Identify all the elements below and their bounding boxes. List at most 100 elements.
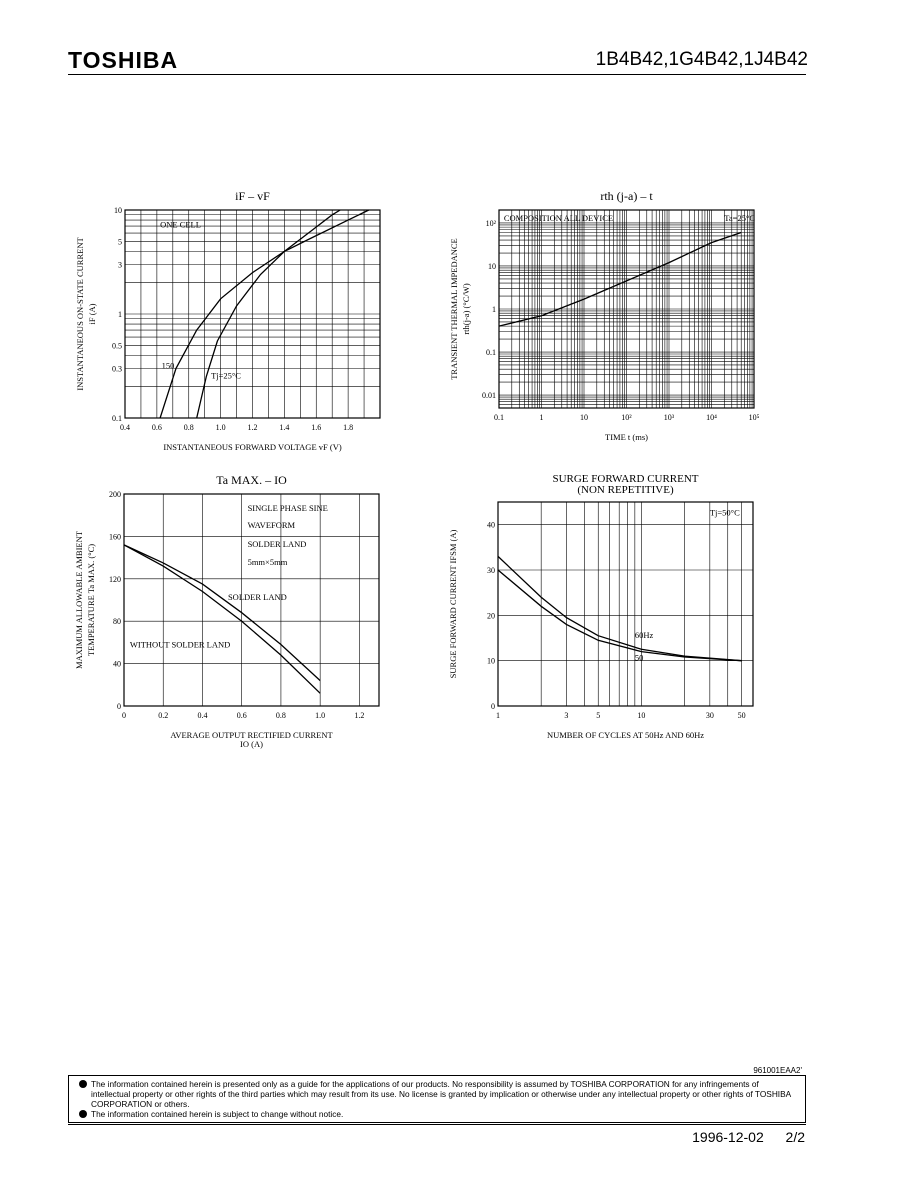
notice-box: The information contained herein is pres… <box>68 1075 806 1123</box>
toshiba-logo: TOSHIBA <box>68 47 179 73</box>
x-tick-label: 10 <box>580 413 588 422</box>
plot-frame <box>498 209 755 409</box>
x-axis-label: AVERAGE OUTPUT RECTIFIED CURRENT <box>170 730 333 740</box>
y-tick-label: 0.1 <box>112 414 122 423</box>
y-tick-label: 1 <box>118 310 122 319</box>
y-tick-label: 160 <box>109 532 121 541</box>
annotation-label: SINGLE PHASE SINE <box>248 503 328 513</box>
x-tick-label: 0.6 <box>152 423 162 432</box>
x-tick-label: 0.4 <box>120 423 130 432</box>
y-axis-label: SURGE FORWARD CURRENT IFSM (A) <box>448 530 458 679</box>
notice-text: The information contained herein is pres… <box>91 1079 791 1109</box>
x-tick-label: 1.2 <box>354 711 364 720</box>
series-line <box>196 209 341 419</box>
footer-date: 1996-12-02 <box>692 1129 764 1145</box>
y-tick-label: 0 <box>117 702 121 711</box>
series-line <box>498 231 742 327</box>
x-axis-label: NUMBER OF CYCLES AT 50Hz AND 60Hz <box>547 730 704 740</box>
x-tick-label: 10⁴ <box>706 413 717 422</box>
series-line <box>159 209 370 419</box>
y-tick-label: 0.5 <box>112 341 122 350</box>
x-tick-label: 10 <box>637 711 645 720</box>
plot-frame <box>497 501 754 707</box>
y-axis-label: TRANSIENT THERMAL IMPEDANCE <box>449 238 459 380</box>
chart-title: SURGE FORWARD CURRENT <box>552 473 698 485</box>
y-tick-label: 80 <box>113 617 121 626</box>
annotation-label: 5mm×5mm <box>248 557 288 567</box>
y-axis-label: INSTANTANEOUS ON-STATE CURRENT <box>75 237 85 391</box>
series-line <box>497 555 742 662</box>
annotation-label: WAVEFORM <box>248 520 296 530</box>
y-tick-label: 200 <box>109 490 121 499</box>
y-tick-label: 20 <box>487 611 495 620</box>
notice-text: The information contained herein is subj… <box>91 1109 344 1119</box>
x-tick-label: 0.8 <box>276 711 286 720</box>
annotation-label: SOLDER LAND <box>228 592 287 602</box>
chart-title: iF – vF <box>235 189 270 203</box>
y-tick-label: 40 <box>487 521 495 530</box>
annotation-label: ONE CELL <box>160 219 201 229</box>
annotation-label: 50 <box>635 653 644 663</box>
annotation-label: Tj=50°C <box>710 508 740 518</box>
plot-frame <box>123 493 380 707</box>
x-tick-label: 0.8 <box>184 423 194 432</box>
series-line <box>123 544 321 694</box>
footer-page: 2/2 <box>785 1129 805 1145</box>
y-axis-label: MAXIMUM ALLOWABLE AMBIENT <box>74 530 84 669</box>
notice-code: 961001EAA2' <box>753 1066 802 1075</box>
annotation-label: 60Hz <box>635 630 654 640</box>
annotation-label: Ta=25°C <box>724 213 755 223</box>
x-tick-label: 1.8 <box>343 423 353 432</box>
x-tick-label: 0.2 <box>158 711 168 720</box>
annotation-label: COMPOSITION ALL DEVICE <box>504 213 613 223</box>
x-axis-label: TIME t (ms) <box>605 432 648 442</box>
annotation-label: SOLDER LAND <box>248 539 307 549</box>
x-tick-label: 10² <box>621 413 632 422</box>
x-tick-label: 0.4 <box>197 711 207 720</box>
y-tick-label: 1 <box>492 305 496 314</box>
part-number-title: 1B4B42,1G4B42,1J4B42 <box>595 49 808 70</box>
y-tick-label: 0.3 <box>112 364 122 373</box>
x-tick-label: 1.4 <box>279 423 289 432</box>
x-tick-label: 50 <box>738 711 746 720</box>
y-axis-label: TEMPERATURE Ta MAX. (°C) <box>86 544 96 656</box>
y-tick-label: 10 <box>114 206 122 215</box>
plot-frame <box>124 209 381 419</box>
y-axis-label: rth(j-a) (°C/W) <box>461 283 471 334</box>
x-tick-label: 10⁵ <box>749 413 760 422</box>
footer-divider <box>68 1124 806 1125</box>
annotation-label: WITHOUT SOLDER LAND <box>130 640 230 650</box>
annotation-label: 150 <box>162 360 175 370</box>
y-tick-label: 10 <box>488 262 496 271</box>
footer-date-page: 1996-12-02 2/2 <box>692 1129 805 1145</box>
y-tick-label: 120 <box>109 575 121 584</box>
chart-title: (NON REPETITIVE) <box>577 484 674 496</box>
bullet-icon <box>79 1110 87 1118</box>
x-tick-label: 1 <box>496 711 500 720</box>
bullet-icon <box>79 1080 87 1088</box>
x-axis-label: IO (A) <box>240 739 263 749</box>
notice-item: The information contained herein is pres… <box>77 1079 797 1109</box>
x-tick-label: 0.6 <box>237 711 247 720</box>
y-tick-label: 40 <box>113 660 121 669</box>
y-tick-label: 10² <box>486 219 497 228</box>
notice-item: The information contained herein is subj… <box>77 1109 797 1119</box>
x-axis-label: INSTANTANEOUS FORWARD VOLTAGE vF (V) <box>163 442 342 452</box>
chart-title: rth (j-a) – t <box>600 189 653 203</box>
y-tick-label: 30 <box>487 566 495 575</box>
x-tick-label: 10³ <box>664 413 675 422</box>
x-tick-label: 1.0 <box>315 711 325 720</box>
y-tick-label: 0 <box>491 702 495 711</box>
x-tick-label: 1 <box>540 413 544 422</box>
annotation-label: Tj=25°C <box>211 370 241 380</box>
x-tick-label: 3 <box>564 711 568 720</box>
y-tick-label: 0.1 <box>486 348 496 357</box>
x-tick-label: 5 <box>596 711 600 720</box>
x-tick-label: 1.2 <box>248 423 258 432</box>
legal-notice: 961001EAA2' The information contained he… <box>68 1066 806 1123</box>
x-tick-label: 1.0 <box>216 423 226 432</box>
series-line <box>123 544 321 682</box>
header-divider <box>68 74 806 75</box>
x-tick-label: 0.1 <box>494 413 504 422</box>
y-tick-label: 0.01 <box>482 391 496 400</box>
